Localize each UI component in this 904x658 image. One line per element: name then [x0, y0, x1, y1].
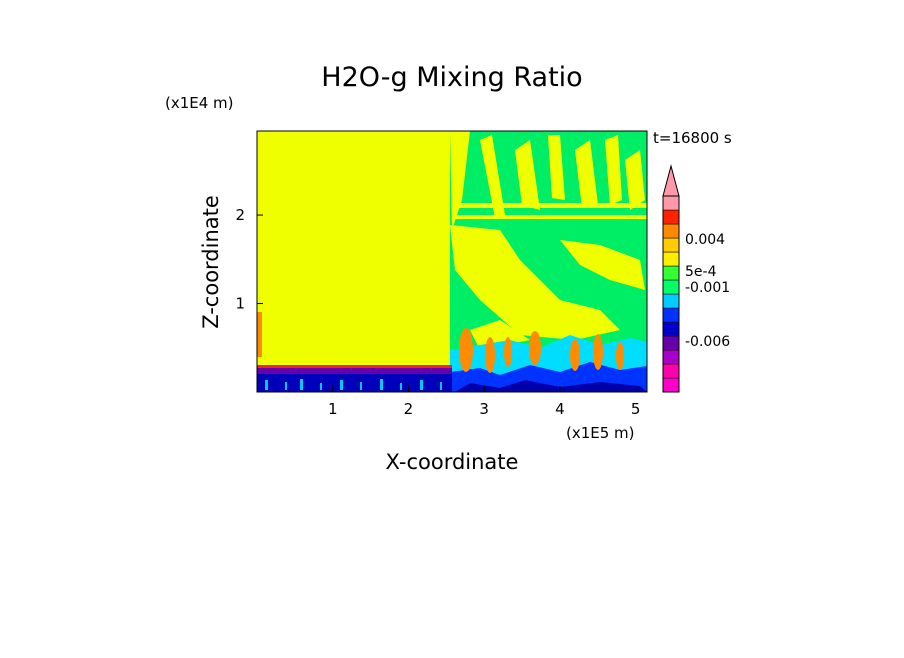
colorbar-label-2: -0.001: [685, 280, 730, 296]
red-thin-layer: [257, 365, 452, 368]
colorbar-cell: [662, 279, 680, 295]
colorbar-cell: [662, 195, 680, 211]
left-edge-plume: [257, 312, 262, 357]
y-axis-title: Z-coordinate: [199, 195, 223, 329]
time-label: t=16800 s: [653, 129, 732, 147]
colorbar-cell: [662, 321, 680, 337]
y-unit-label: (x1E4 m): [165, 94, 234, 112]
colorbar-cells: [662, 195, 680, 393]
colorbar-cell: [662, 223, 680, 239]
chart-title: H2O-g Mixing Ratio: [321, 62, 582, 93]
y-tick-label: 2: [235, 206, 245, 224]
colorbar: 0.004 5e-4 -0.001 -0.006: [662, 164, 730, 393]
dark-blue-right: [455, 380, 647, 392]
colorbar-cell: [662, 349, 680, 365]
colorbar-cell: [662, 293, 680, 309]
surface-blue-layer: [257, 374, 452, 392]
x-tick-label: 2: [404, 400, 414, 418]
colorbar-cell: [662, 307, 680, 323]
colorbar-cell: [662, 251, 680, 267]
y-axis-ticks: 12: [235, 206, 263, 313]
colorbar-frame: [662, 195, 680, 393]
x-tick-label: 5: [631, 400, 641, 418]
colorbar-label-3: -0.006: [685, 334, 730, 350]
y-tick-label: 1: [235, 295, 245, 313]
purple-layer: [257, 368, 452, 374]
yellow-band-lower: [452, 215, 647, 219]
colorbar-cell: [662, 377, 680, 393]
colorbar-cell: [662, 363, 680, 379]
yellow-band-upper: [452, 203, 647, 208]
colorbar-cell: [662, 209, 680, 225]
colorbar-cell: [662, 265, 680, 281]
x-tick-label: 4: [555, 400, 565, 418]
x-tick-label: 1: [328, 400, 338, 418]
x-axis-title: X-coordinate: [386, 450, 519, 474]
x-unit-label: (x1E5 m): [566, 424, 635, 442]
plot-frame: [256, 130, 648, 393]
yellow-streaks: [450, 131, 645, 350]
cyan-streaks-left: [265, 379, 442, 390]
x-axis-ticks: 1 2 3 4 5: [328, 386, 640, 418]
colorbar-cell: [662, 335, 680, 351]
orange-plumes: [459, 328, 624, 373]
colorbar-label-1: 5e-4: [685, 264, 717, 280]
colorbar-cell: [662, 237, 680, 253]
x-tick-label: 3: [479, 400, 489, 418]
colorbar-extend-arrow: [662, 164, 680, 197]
colorbar-label-0: 0.004: [685, 232, 725, 248]
